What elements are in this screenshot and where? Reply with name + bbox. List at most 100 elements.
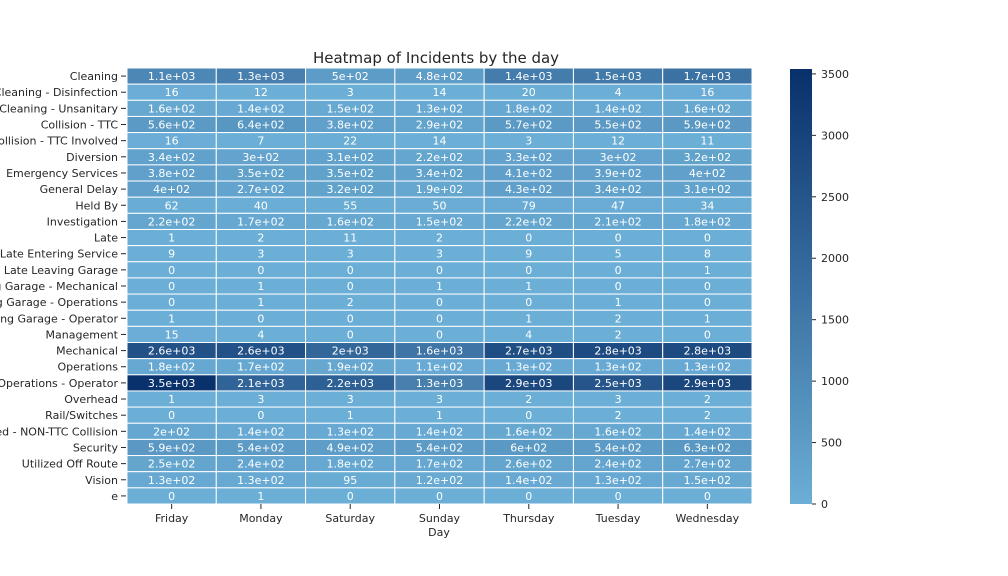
cell-value-label: 2.9e+02 bbox=[416, 119, 463, 132]
row-label: Late Entering Service bbox=[0, 248, 118, 261]
cell-value-label: 0 bbox=[257, 409, 264, 422]
cell-value-label: 1.6e+02 bbox=[505, 425, 552, 438]
cell-value-label: 1.3e+02 bbox=[594, 474, 641, 487]
cell-value-label: 0 bbox=[347, 490, 354, 503]
row-label: Late bbox=[94, 232, 118, 245]
cell-value-label: 0 bbox=[347, 312, 354, 325]
cell-value-label: 3 bbox=[347, 86, 354, 99]
cell-value-label: 2.2e+02 bbox=[416, 151, 463, 164]
cell-value-label: 1.3e+03 bbox=[237, 70, 284, 83]
cell-value-label: 2 bbox=[525, 393, 532, 406]
colorbar-tick-label: 1500 bbox=[821, 314, 849, 327]
cell-value-label: 1.3e+03 bbox=[416, 377, 463, 390]
cell-value-label: 2.6e+03 bbox=[148, 345, 195, 358]
cell-value-label: 2 bbox=[704, 393, 711, 406]
cell-value-label: 3.5e+02 bbox=[326, 167, 373, 180]
cell-value-label: 0 bbox=[704, 232, 711, 245]
cell-value-label: 4 bbox=[615, 86, 622, 99]
colorbar bbox=[790, 69, 812, 504]
cell-value-label: 1.4e+02 bbox=[416, 425, 463, 438]
cell-value-label: 1.5e+02 bbox=[326, 102, 373, 115]
cell-value-label: 0 bbox=[257, 312, 264, 325]
row-label: Held By bbox=[75, 199, 118, 212]
row-label: Cleaning - Unsanitary bbox=[0, 102, 118, 115]
cell-value-label: 0 bbox=[168, 490, 175, 503]
cell-value-label: 0 bbox=[525, 409, 532, 422]
cell-value-label: 5.4e+02 bbox=[416, 441, 463, 454]
cell-value-label: 1.5e+02 bbox=[416, 215, 463, 228]
cell-value-label: 1.6e+03 bbox=[416, 345, 463, 358]
cell-value-label: 0 bbox=[525, 490, 532, 503]
colorbar-tick-label: 1000 bbox=[821, 375, 849, 388]
cell-value-label: 1.3e+02 bbox=[237, 474, 284, 487]
cell-value-label: 4.9e+02 bbox=[326, 441, 373, 454]
cell-value-label: 1.3e+02 bbox=[148, 474, 195, 487]
cell-value-label: 0 bbox=[436, 328, 443, 341]
cell-value-label: 50 bbox=[433, 199, 447, 212]
cell-value-label: 1 bbox=[347, 409, 354, 422]
cell-value-label: 3.4e+02 bbox=[148, 151, 195, 164]
cell-value-label: 20 bbox=[522, 86, 536, 99]
cell-value-label: 1.8e+02 bbox=[684, 215, 731, 228]
cell-value-label: 2.7e+02 bbox=[237, 183, 284, 196]
cell-value-label: 55 bbox=[343, 199, 357, 212]
cell-value-label: 14 bbox=[433, 86, 447, 99]
cell-value-label: 1.4e+02 bbox=[505, 474, 552, 487]
cell-value-label: 4.1e+02 bbox=[505, 167, 552, 180]
cell-value-label: 9 bbox=[525, 248, 532, 261]
cell-value-label: 3.8e+02 bbox=[326, 119, 373, 132]
cell-value-label: 2 bbox=[704, 409, 711, 422]
cell-value-label: 1 bbox=[257, 490, 264, 503]
cell-value-label: 22 bbox=[343, 135, 357, 148]
cell-value-label: 1.3e+02 bbox=[505, 361, 552, 374]
cell-value-label: 3.8e+02 bbox=[148, 167, 195, 180]
cell-value-label: 3 bbox=[257, 393, 264, 406]
cell-value-label: 0 bbox=[436, 264, 443, 277]
heatmap-cells: 1.1e+03 1.3e+03 5e+02 4.8e+02 1.4e+03 1.5e+03… bbox=[126, 67, 753, 505]
cell-value-label: 3.4e+02 bbox=[594, 183, 641, 196]
row-label: Operations bbox=[58, 361, 119, 374]
cell-value-label: 0 bbox=[525, 232, 532, 245]
cell-value-label: 1.6e+02 bbox=[594, 425, 641, 438]
row-label: Collision - TTC bbox=[41, 119, 119, 132]
cell-value-label: 0 bbox=[615, 490, 622, 503]
cell-value-label: 1 bbox=[704, 264, 711, 277]
cell-value-label: 3.4e+02 bbox=[416, 167, 463, 180]
cell-value-label: 3e+02 bbox=[600, 151, 637, 164]
cell-value-label: 2.6e+02 bbox=[505, 458, 552, 471]
row-labels: Cleaning Cleaning - Disinfection Cleaning … bbox=[0, 70, 126, 503]
cell-value-label: 1 bbox=[436, 280, 443, 293]
cell-value-label: 2e+02 bbox=[153, 425, 190, 438]
row-label: Collision - TTC Involved bbox=[0, 135, 118, 148]
cell-value-label: 0 bbox=[347, 328, 354, 341]
cell-value-label: 16 bbox=[700, 86, 714, 99]
row-label: Overhead bbox=[64, 393, 118, 406]
cell-value-label: 1.7e+02 bbox=[416, 458, 463, 471]
cell-value-label: 0 bbox=[615, 264, 622, 277]
cell-value-label: 3e+02 bbox=[242, 151, 279, 164]
row-label: Cleaning - Disinfection bbox=[0, 86, 118, 99]
row-label: Emergency Services bbox=[6, 167, 118, 180]
column-label: Tuesday bbox=[595, 512, 641, 525]
row-label: ng Garage - Mechanical bbox=[0, 280, 118, 293]
cell-value-label: 1.5e+02 bbox=[684, 474, 731, 487]
cell-value-label: 0 bbox=[168, 409, 175, 422]
cell-value-label: 7 bbox=[257, 135, 264, 148]
cell-value-label: 3 bbox=[347, 393, 354, 406]
cell-value-label: 95 bbox=[343, 474, 357, 487]
cell-value-label: 9 bbox=[168, 248, 175, 261]
cell-value-label: 1.4e+02 bbox=[237, 102, 284, 115]
cell-value-label: 1.6e+02 bbox=[684, 102, 731, 115]
cell-value-label: 2.5e+02 bbox=[148, 458, 195, 471]
cell-value-label: 1.7e+03 bbox=[684, 70, 731, 83]
cell-value-label: 0 bbox=[436, 296, 443, 309]
cell-value-label: 2 bbox=[257, 232, 264, 245]
cell-value-label: 5.6e+02 bbox=[148, 119, 195, 132]
cell-value-label: 3 bbox=[615, 393, 622, 406]
cell-value-label: 3.5e+03 bbox=[148, 377, 195, 390]
cell-value-label: 1.3e+02 bbox=[416, 102, 463, 115]
row-label: Investigation bbox=[47, 215, 118, 228]
row-label: Vision bbox=[85, 474, 118, 487]
cell-value-label: 1.3e+02 bbox=[594, 361, 641, 374]
